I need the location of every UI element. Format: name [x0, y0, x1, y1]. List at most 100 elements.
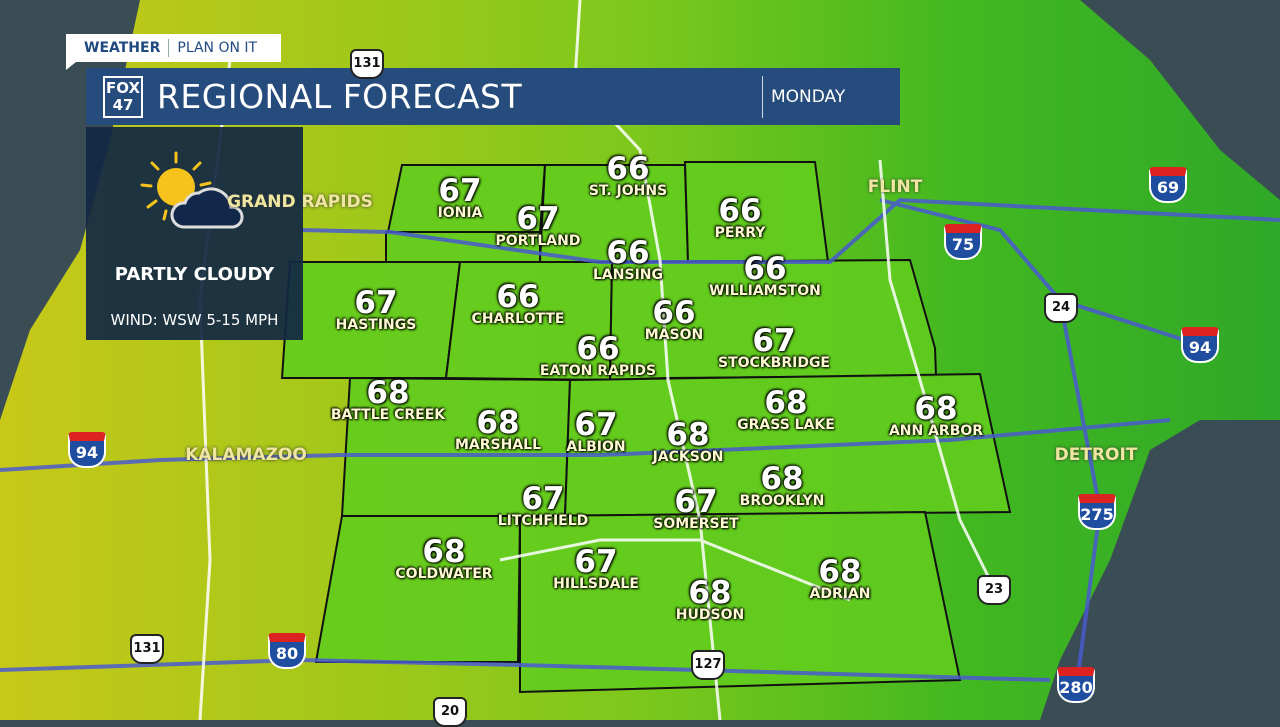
city-temp: 68: [914, 391, 958, 427]
city-temp: 68: [818, 554, 862, 590]
city-forecast: 67 HILLSDALE: [553, 544, 639, 592]
interstate-shield-icon: 75: [944, 224, 982, 260]
counties: [280, 161, 1012, 694]
map-city-label: DETROIT: [1054, 445, 1138, 465]
city-name: ANN ARBOR: [888, 423, 984, 439]
city-name: HUDSON: [675, 607, 745, 623]
city-name: BATTLE CREEK: [330, 407, 446, 423]
us-route-shield-icon: 131: [350, 49, 384, 79]
city-temp: 68: [760, 461, 804, 497]
us-route-shield-icon: 127: [691, 650, 725, 680]
us-route-shield-icon: 20: [433, 697, 467, 727]
city-temp: 68: [422, 534, 466, 570]
city-temp: 66: [576, 331, 620, 367]
city-name: LITCHFIELD: [497, 513, 589, 529]
city-temp: 68: [666, 417, 710, 453]
city-name: PERRY: [714, 225, 766, 241]
city-forecast: 67 HASTINGS: [335, 285, 417, 333]
city-temp: 67: [521, 481, 565, 517]
city-name: IONIA: [437, 205, 483, 221]
city-temp: 68: [688, 575, 732, 611]
city-temp: 67: [354, 285, 398, 321]
city-forecast: 66 MASON: [644, 295, 704, 343]
map-city-label: KALAMAZOO: [185, 445, 307, 465]
city-temp: 68: [366, 375, 410, 411]
city-temp: 66: [718, 193, 762, 229]
city-name: EATON RAPIDS: [539, 363, 657, 379]
city-name: LANSING: [593, 267, 663, 283]
city-name: GRASS LAKE: [737, 417, 835, 433]
city-name: MARSHALL: [454, 437, 542, 453]
brand-tagline: PLAN ON IT: [177, 40, 258, 56]
condition-text: PARTLY CLOUDY: [114, 264, 275, 285]
city-forecast: 66 ST. JOHNS: [588, 151, 668, 199]
city-temp: 67: [574, 544, 618, 580]
city-forecast: 67 STOCKBRIDGE: [718, 323, 830, 371]
city-forecast: 66 WILLIAMSTON: [709, 251, 821, 299]
city-temp: 66: [606, 151, 650, 187]
interstate-shield-icon: 94: [68, 432, 106, 468]
city-forecast: 66 PERRY: [714, 193, 766, 241]
interstate-shield-icon: 280: [1057, 667, 1095, 703]
brand-weather: WEATHER: [84, 40, 161, 56]
city-temp: 67: [752, 323, 796, 359]
interstate-shield-icon: 275: [1078, 494, 1116, 530]
map-city-label: FLINT: [867, 177, 923, 197]
city-name: STOCKBRIDGE: [718, 355, 830, 371]
city-temp: 68: [764, 385, 808, 421]
city-forecast: 68 GRASS LAKE: [737, 385, 835, 433]
city-forecast: 68 MARSHALL: [454, 405, 542, 453]
city-name: WILLIAMSTON: [709, 283, 821, 299]
city-forecast: 68 BROOKLYN: [739, 461, 825, 509]
city-temp: 66: [606, 235, 650, 271]
city-name: ST. JOHNS: [588, 183, 668, 199]
us-route-shield-icon: 23: [977, 575, 1011, 605]
map-city-label: GRAND RAPIDS: [227, 192, 373, 212]
highways: [0, 197, 1280, 691]
city-name: JACKSON: [652, 449, 724, 465]
city-forecast: 67 IONIA: [437, 173, 483, 221]
city-forecast: 68 COLDWATER: [395, 534, 493, 582]
city-forecast: 67 LITCHFIELD: [497, 481, 589, 529]
interstate-shield-icon: 94: [1181, 327, 1219, 363]
city-name: SOMERSET: [653, 516, 739, 532]
city-forecast: 67 PORTLAND: [495, 204, 581, 249]
city-name: HILLSDALE: [553, 576, 639, 592]
divider: [168, 39, 170, 57]
interstate-shield-icon: 69: [1149, 167, 1187, 203]
city-temp: 67: [574, 407, 618, 443]
page-title: REGIONAL FORECAST: [157, 77, 523, 116]
city-forecast: 67 ALBION: [566, 407, 625, 455]
city-forecast: 66 LANSING: [593, 235, 663, 283]
city-name: HASTINGS: [335, 317, 417, 333]
city-temp: 67: [438, 173, 482, 209]
city-name: COLDWATER: [395, 566, 493, 582]
city-temp: 67: [674, 484, 718, 520]
conditions-panel: PARTLY CLOUDY WIND: WSW 5-15 MPH: [86, 127, 303, 340]
forecast-day: MONDAY: [762, 76, 845, 118]
us-route-shield-icon: 131: [130, 634, 164, 664]
city-name: PORTLAND: [495, 233, 581, 249]
city-temp: 66: [652, 295, 696, 331]
partly-cloudy-icon: [140, 151, 244, 229]
city-name: MASON: [644, 327, 704, 343]
city-temp: 68: [476, 405, 520, 441]
fox47-logo: FOX 47: [103, 75, 143, 118]
wind-text: WIND: WSW 5-15 MPH: [110, 311, 279, 329]
city-forecast: 68 HUDSON: [675, 575, 745, 623]
city-forecast: 66 EATON RAPIDS: [539, 331, 657, 379]
city-forecast: 67 SOMERSET: [653, 484, 739, 532]
city-forecast: 68 ANN ARBOR: [888, 391, 984, 439]
city-forecast: 68 JACKSON: [652, 417, 724, 465]
city-temp: 66: [496, 279, 540, 315]
city-temp: 66: [743, 251, 787, 287]
header-bar: FOX 47 REGIONAL FORECAST MONDAY: [86, 68, 900, 125]
city-name: ADRIAN: [809, 586, 871, 602]
city-forecast: 68 BATTLE CREEK: [330, 375, 446, 423]
city-name: BROOKLYN: [739, 493, 825, 509]
brand-tag: WEATHER PLAN ON IT: [66, 34, 281, 70]
city-forecast: 66 CHARLOTTE: [471, 279, 565, 327]
city-name: CHARLOTTE: [471, 311, 565, 327]
us-route-shield-icon: 24: [1044, 293, 1078, 323]
city-forecast: 68 ADRIAN: [809, 554, 871, 602]
